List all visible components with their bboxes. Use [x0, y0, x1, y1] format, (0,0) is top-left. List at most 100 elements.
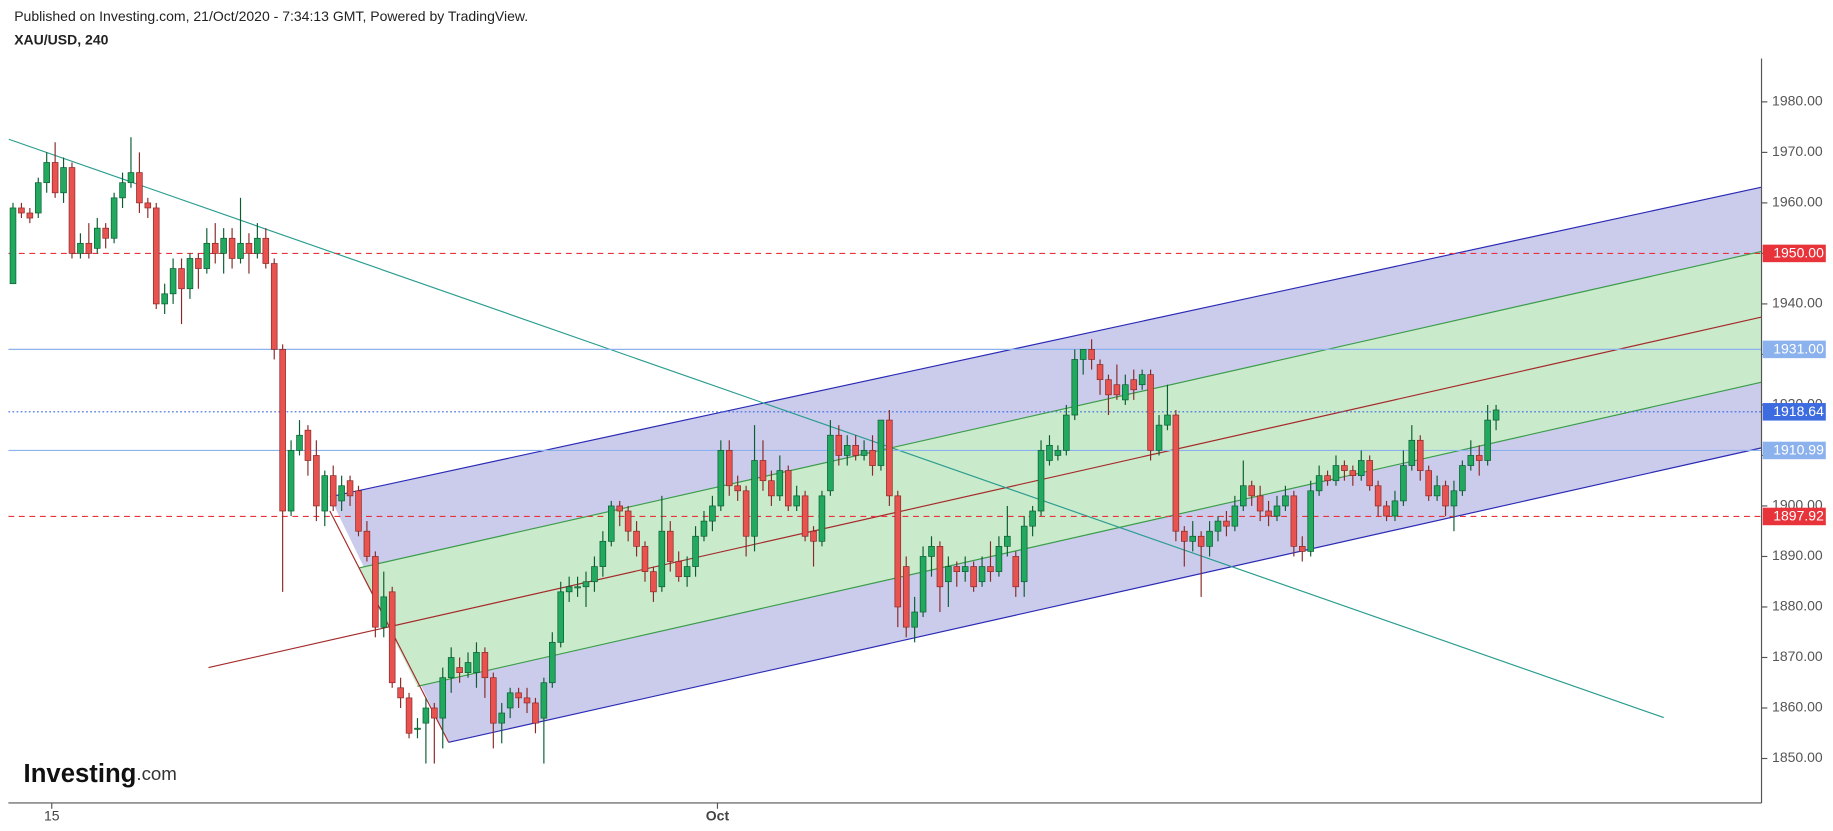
logo-suffix: .com [136, 763, 176, 784]
price-label-box [1762, 403, 1826, 421]
candle-body [338, 485, 345, 502]
y-tick-label: 1890.00 [1772, 547, 1823, 563]
logo: Investing.com [24, 760, 177, 788]
candle-body [700, 520, 708, 537]
candle-body [683, 566, 691, 578]
candle-body [1164, 414, 1171, 426]
candle-body [228, 237, 236, 259]
candle-body [1332, 465, 1340, 482]
candle-body [1256, 495, 1264, 512]
candle-body [186, 258, 194, 290]
trend-line [417, 381, 1762, 687]
candle-body [481, 652, 489, 679]
candle-body [237, 242, 244, 259]
candle-body [1357, 460, 1365, 476]
candle-body [254, 237, 261, 254]
trend-line [329, 186, 1762, 498]
candle-body [1248, 485, 1255, 497]
candle-body [447, 657, 455, 679]
candle-body [1214, 520, 1222, 532]
candle-body [68, 167, 76, 254]
published-note: Published on Investing.com, 21/Oct/2020 … [14, 8, 528, 24]
candle-body [1240, 485, 1247, 507]
candle-body [565, 586, 573, 593]
candle-body [978, 566, 986, 583]
candle-body [1349, 470, 1357, 476]
candle-body [953, 566, 961, 572]
candle-body [725, 450, 733, 487]
candle-body [1467, 455, 1475, 466]
candle-body [464, 662, 472, 673]
candle-body [313, 455, 320, 507]
candle-body [60, 167, 67, 194]
trend-line [448, 447, 1762, 743]
candle-body [195, 258, 202, 269]
y-tick-label: 1970.00 [1772, 143, 1823, 159]
candle-body [1366, 460, 1373, 487]
candle-body [658, 530, 666, 588]
candle-body [591, 566, 598, 583]
candle-body [734, 485, 741, 492]
candle-body [270, 263, 278, 350]
candle-body [136, 172, 143, 204]
candle-body [1341, 465, 1348, 471]
candle-body [456, 667, 463, 673]
candle-body [1324, 475, 1331, 482]
price-label-box [1762, 441, 1826, 460]
candle-body [1459, 465, 1466, 492]
candle-body [1029, 510, 1036, 527]
logo-main: Investing [24, 760, 137, 788]
candle-body [532, 702, 539, 724]
candle-body [127, 172, 135, 184]
candle-body [490, 677, 497, 724]
candle-body [1273, 505, 1281, 517]
candle-body [1105, 379, 1112, 396]
candle-body [1079, 349, 1087, 360]
plot-area [8, 137, 1762, 764]
candle-body [346, 480, 354, 497]
candle-body [1391, 500, 1399, 517]
candle-body [1046, 444, 1053, 461]
candle-body [1307, 490, 1314, 552]
candle-body [1130, 379, 1138, 391]
candle-body [26, 212, 34, 219]
candle-body [93, 227, 101, 249]
candle-body [818, 495, 826, 542]
candle-body [877, 419, 885, 466]
channel-fill [358, 251, 1762, 687]
candle-body [262, 237, 270, 264]
candle-body [1416, 439, 1424, 471]
candle-body [667, 530, 674, 562]
candle-body [1265, 510, 1272, 517]
candle-body [995, 546, 1003, 572]
candle-body [1290, 495, 1298, 547]
candle-body [919, 556, 927, 613]
candle-body [557, 591, 565, 643]
candle-body [388, 591, 396, 684]
candle-body [759, 460, 767, 482]
price-label-box [1762, 507, 1826, 526]
candle-body [1299, 546, 1306, 552]
candle-body [51, 162, 59, 194]
price-label: 1931.00 [1773, 341, 1824, 357]
candle-body [9, 207, 17, 285]
candle-body [616, 505, 623, 512]
candle-body [599, 540, 607, 567]
candle-body [902, 566, 910, 628]
y-tick-label: 1960.00 [1772, 194, 1823, 210]
candle-body [355, 490, 362, 532]
candle-body [1433, 485, 1441, 497]
candle-body [709, 505, 716, 522]
candle-body [329, 475, 337, 507]
candle-body [414, 727, 421, 730]
y-tick-label: 1940.00 [1772, 295, 1823, 311]
candle-body [1054, 450, 1062, 456]
candle-body [18, 207, 25, 214]
candle-body [321, 475, 329, 512]
candle-body [498, 712, 506, 724]
candle-body [1096, 364, 1104, 381]
candle-body [1181, 530, 1188, 542]
candle-body [1189, 535, 1196, 542]
